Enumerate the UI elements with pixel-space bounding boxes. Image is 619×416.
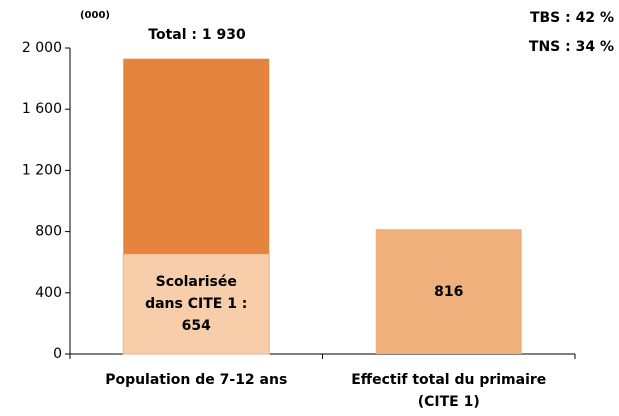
y-tick-label: 2 000 (22, 40, 62, 56)
annotation: TBS : 42 % (530, 10, 614, 26)
y-axis-label: (000) (80, 10, 110, 21)
bar-segment (123, 58, 270, 254)
bar-segment (375, 229, 522, 354)
x-tick-label: Population de 7-12 ans (105, 372, 288, 388)
bar-segment (122, 253, 270, 355)
y-tick-label: 1 600 (22, 101, 62, 117)
data-label: Scolarisée dans CITE 1 : 654 (145, 273, 248, 334)
annotation: Total : 1 930 (148, 27, 246, 43)
y-tick-label: 800 (35, 224, 62, 240)
y-tick-label: 0 (53, 346, 62, 362)
y-tick-label: 400 (35, 285, 62, 301)
data-label: 816 (434, 283, 464, 300)
y-tick-label: 1 200 (22, 162, 62, 178)
x-tick-label: Effectif total du primaire (CITE 1) (351, 372, 547, 410)
annotation: TNS : 34 % (529, 39, 614, 55)
